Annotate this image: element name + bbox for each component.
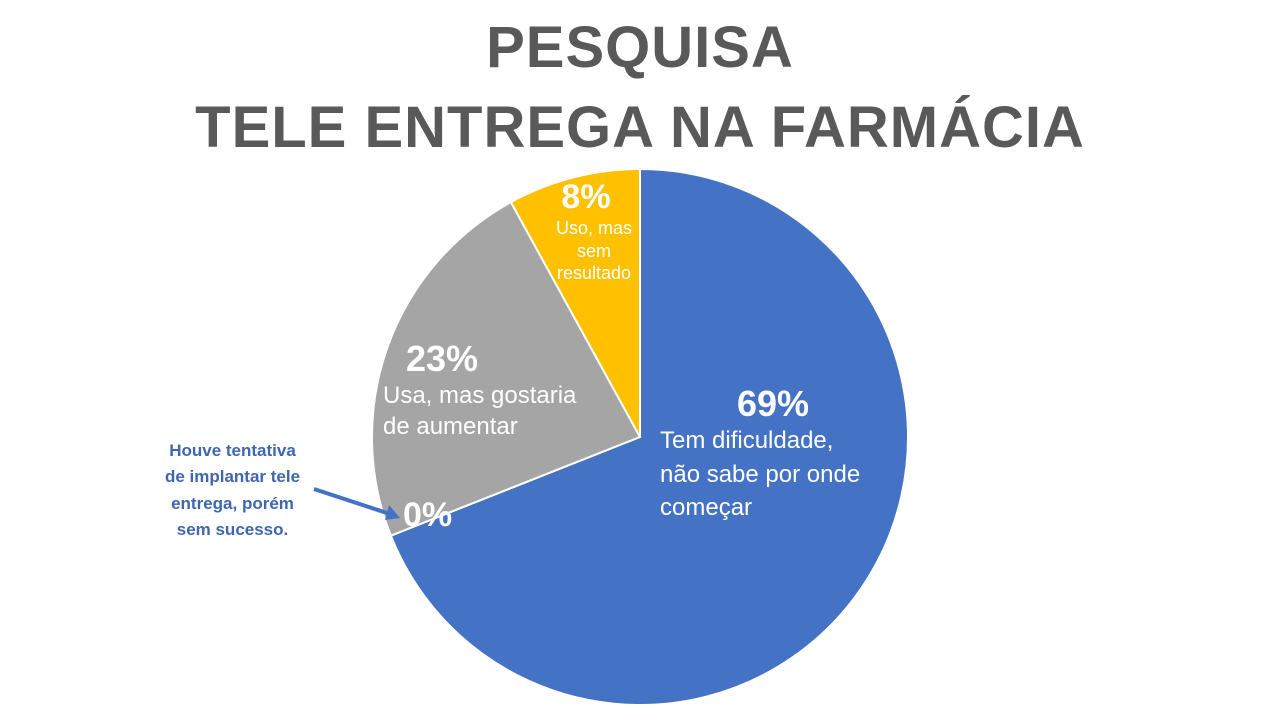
pie-slice (371, 200, 642, 537)
slice-pct-zero: 0% (403, 496, 453, 534)
pie-slice (389, 167, 909, 706)
pie-slices (371, 167, 909, 706)
slice-label-blue: Tem dificuldade, não sabe por onde começar (660, 427, 861, 522)
slice-pct-blue: 69% (737, 383, 810, 424)
slice-label-yellow: Uso, mas sem resultado (555, 218, 633, 283)
zero-slice-annotation: Houve tentativa de implantar tele entrega,… (164, 441, 301, 540)
slice-pct-yellow: 8% (561, 178, 611, 216)
title-line-2: TELE ENTREGA NA FARMÁCIA (195, 95, 1085, 161)
annotation-arrow (313, 487, 400, 520)
title-line-1: PESQUISA (486, 15, 794, 80)
pie-slice (509, 167, 641, 438)
page-title: PESQUISA TELE ENTREGA NA FARMÁCIA (0, 8, 1280, 168)
slice-pct-gray: 23% (406, 338, 479, 379)
slice-label-gray: Usa, mas gostaria de aumentar (383, 382, 577, 441)
